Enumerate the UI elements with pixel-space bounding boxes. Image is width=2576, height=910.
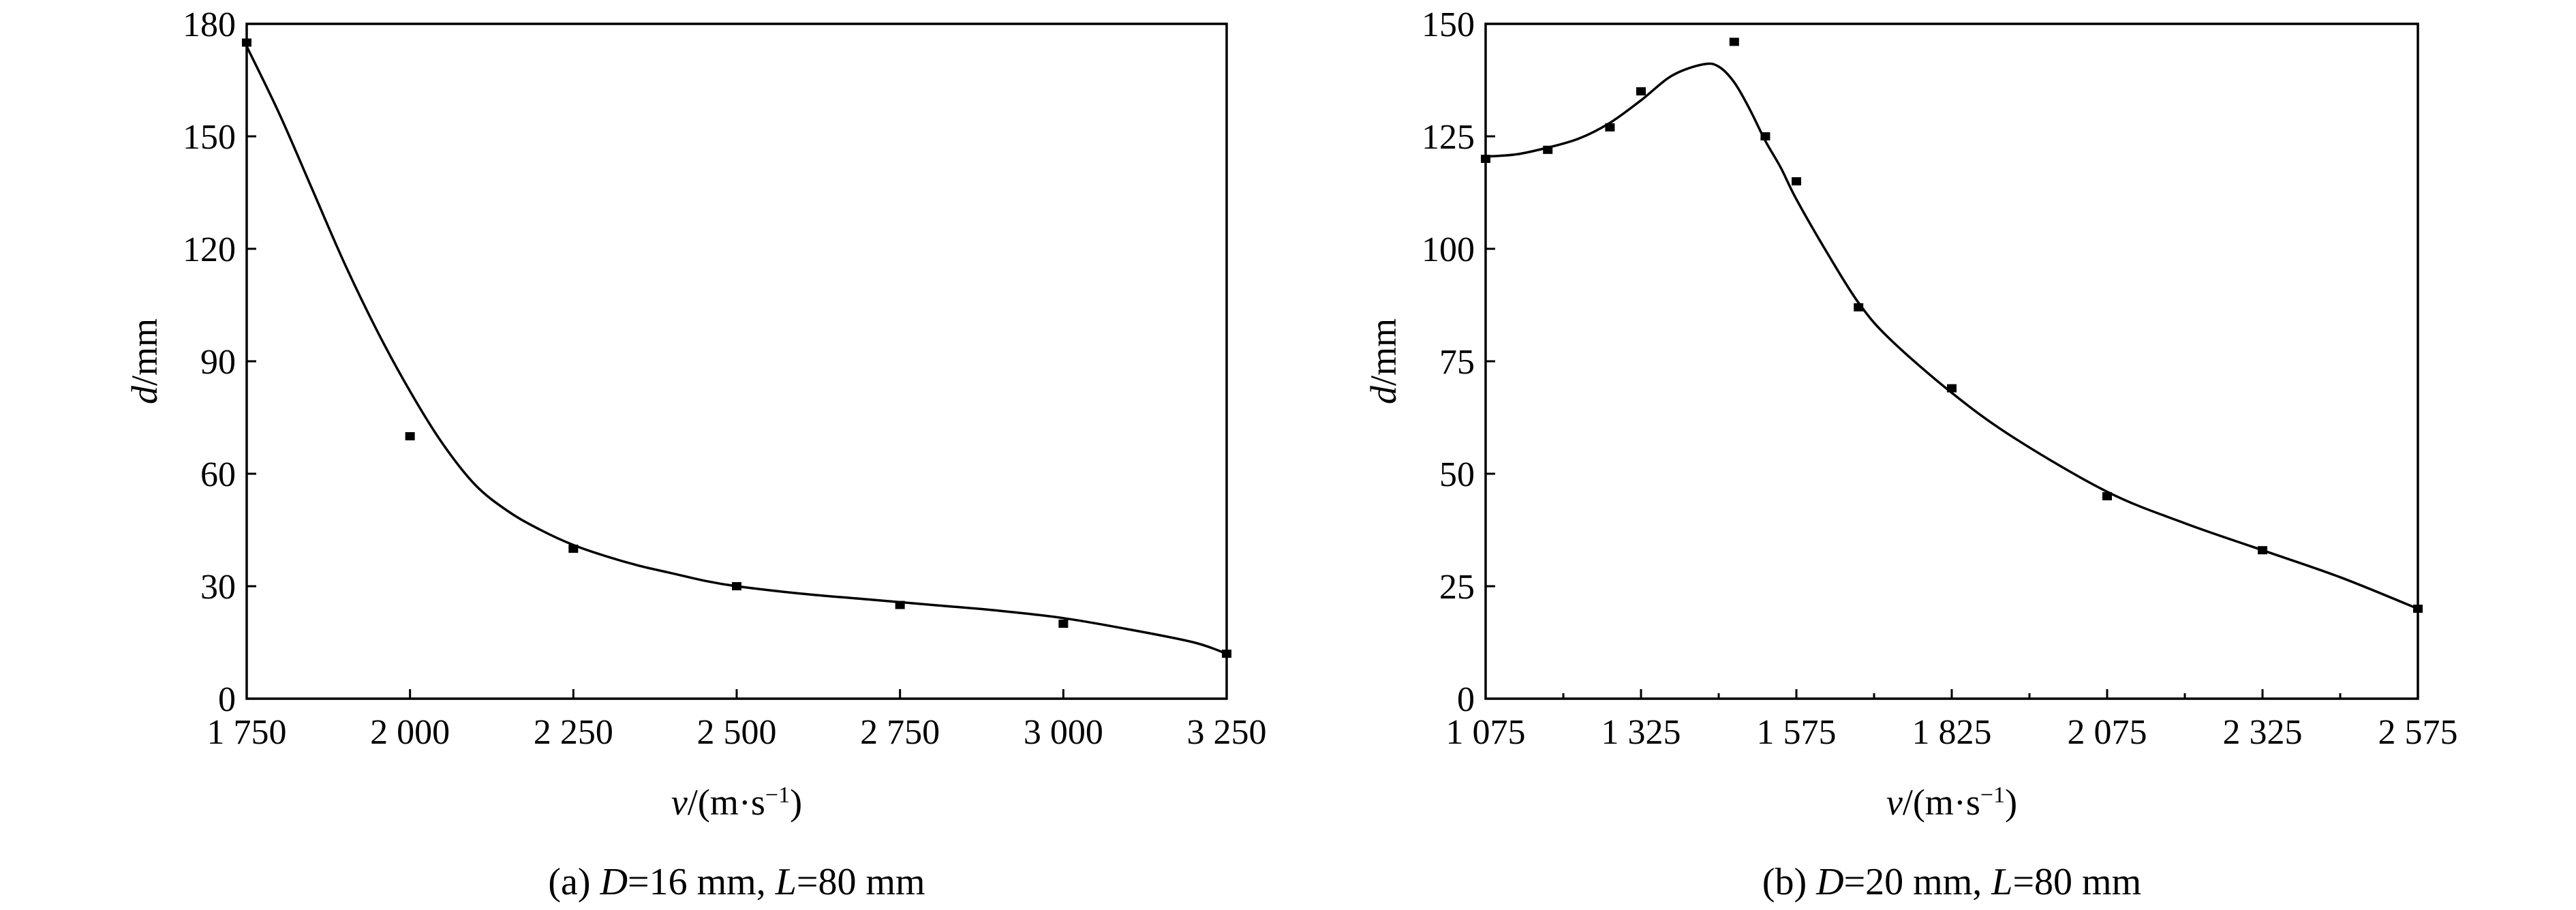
fit-curve (245, 46, 1227, 655)
label-part: /mm (1363, 318, 1404, 386)
y-tick-label: 60 (200, 455, 236, 494)
data-point (405, 432, 415, 440)
label-part: d (1363, 385, 1404, 404)
y-tick-label: 50 (1439, 455, 1475, 494)
data-point (2413, 605, 2423, 613)
x-tick-label: 1 325 (1601, 713, 1681, 752)
label-part: =80 mm (797, 861, 925, 903)
data-point (1854, 303, 1864, 312)
data-point (242, 38, 251, 47)
fit-curve (1485, 62, 2419, 610)
x-tick-label: 1 575 (1757, 713, 1837, 752)
x-tick-label: 3 000 (1024, 713, 1103, 752)
label-part: L (775, 861, 797, 903)
label-part: /(m·s (1903, 782, 1980, 823)
data-point (1222, 650, 1231, 658)
x-tick-label: 2 075 (2068, 713, 2147, 752)
label-part: D (600, 861, 628, 903)
y-tick-label: 180 (183, 5, 236, 44)
y-axis-label: d/mm (124, 318, 165, 404)
chart-panel-a: 0 30 60 90 120 150 180 1 750 2 000 2 250 2 500 2 75… (124, 5, 1267, 903)
y-tick-label: 120 (183, 230, 236, 269)
data-point (895, 601, 905, 609)
plot-frame (1484, 22, 2419, 700)
x-tick-label: 2 500 (697, 713, 777, 752)
data-point (568, 545, 579, 553)
label-part: −1 (765, 783, 790, 808)
label-part: (a) (548, 861, 600, 903)
x-tick-label: 3 250 (1187, 713, 1267, 752)
y-tick-label: 0 (218, 680, 236, 719)
data-point (732, 582, 741, 590)
label-part: d (124, 385, 165, 404)
label-part: =16 mm, (628, 861, 776, 903)
panel-caption: (a) D=16 mm, L=80 mm (548, 861, 925, 903)
label-part: v (671, 782, 688, 823)
label-part: ) (2005, 782, 2017, 823)
x-axis-label: v/(m·s−1) (1886, 782, 2017, 823)
label-part: /mm (124, 318, 165, 386)
y-tick-label: 125 (1422, 118, 1475, 157)
data-point (1058, 620, 1069, 628)
data-point (1760, 132, 1770, 140)
x-tick-label: 2 750 (860, 713, 940, 752)
label-part: (b) (1762, 861, 1816, 903)
data-point (2102, 492, 2112, 500)
data-point (1636, 87, 1646, 95)
label-part: −1 (1980, 783, 2005, 808)
chart-panel-b: 0 25 50 75 100 125 150 1 075 1 325 1 575 1 825 2 07… (1363, 5, 2458, 903)
x-tick-label: 2 575 (2378, 713, 2458, 752)
data-point (1605, 123, 1615, 132)
y-tick-label: 25 (1439, 568, 1475, 607)
x-tick-label: 1 825 (1912, 713, 1992, 752)
label-part: v (1886, 782, 1903, 823)
label-part: =80 mm (2012, 861, 2141, 903)
x-axis-label: v/(m·s−1) (671, 782, 802, 823)
x-tick-label: 1 750 (207, 713, 287, 752)
x-tick-label: 2 250 (534, 713, 613, 752)
label-part: L (1991, 861, 2012, 903)
x-tick-label: 2 000 (370, 713, 450, 752)
label-part: D (1815, 861, 1843, 903)
data-point (2258, 546, 2267, 555)
y-tick-label: 150 (183, 118, 236, 157)
y-tick-label: 75 (1439, 343, 1475, 382)
data-point (1481, 155, 1490, 163)
y-tick-label: 100 (1422, 230, 1475, 269)
label-part: /(m·s (688, 782, 765, 823)
label-part: ) (790, 782, 802, 823)
x-tick-label: 1 075 (1446, 713, 1526, 752)
x-tick-label: 2 325 (2223, 713, 2303, 752)
y-tick-label: 30 (200, 568, 236, 607)
data-point (1543, 145, 1553, 154)
y-tick-label: 90 (200, 343, 236, 382)
label-part: =20 mm, (1844, 861, 1992, 903)
data-point (1729, 37, 1739, 46)
data-point (1947, 384, 1957, 393)
y-tick-label: 150 (1422, 5, 1475, 44)
panel-caption: (b) D=20 mm, L=80 mm (1762, 861, 2141, 903)
data-point (1792, 177, 1801, 185)
y-axis-label: d/mm (1363, 318, 1404, 404)
y-tick-label: 0 (1457, 680, 1475, 719)
